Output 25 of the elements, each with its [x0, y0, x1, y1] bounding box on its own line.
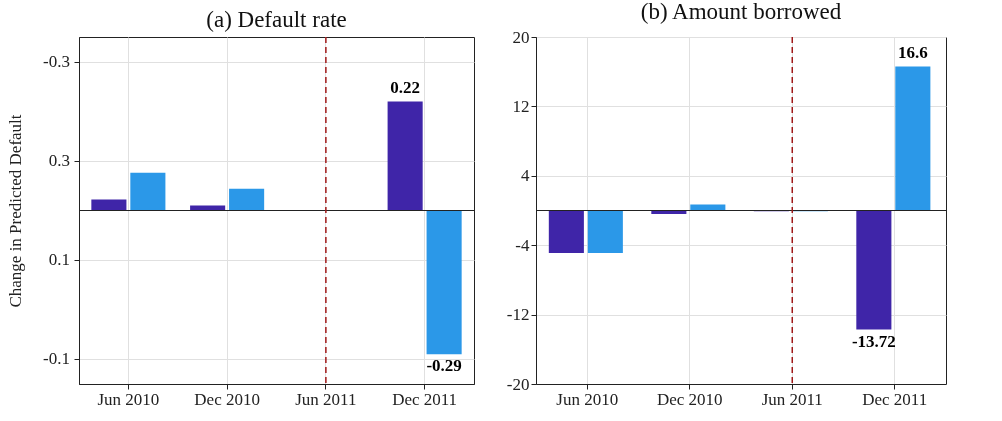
x-tick-label: Dec 2011 [862, 389, 928, 409]
x-tick-label: Jun 2010 [97, 389, 160, 409]
y-axis-title: Change in Predicted Default [5, 114, 25, 308]
data-label: -13.72 [851, 331, 896, 351]
text: -0.3 [43, 51, 70, 71]
x-tick-label: Jun 2010 [556, 389, 619, 409]
y-tick-label: -20 [506, 374, 530, 394]
y-tick-label: 12 [512, 96, 530, 116]
chart-title: (b) Amount borrowed [640, 0, 842, 24]
data-label: 16.6 [897, 43, 928, 63]
y-tick-label: 4 [521, 166, 530, 186]
x-tick-label: Dec 2010 [656, 389, 723, 409]
chart-title: (a) Default rate [206, 7, 347, 33]
x-tick-label: Dec 2011 [392, 389, 458, 409]
text: 0.1 [48, 250, 70, 270]
data-label: 0.22 [390, 78, 421, 98]
data-label: -0.29 [426, 356, 462, 376]
x-tick-label: Jun 2011 [295, 389, 357, 409]
text: -0.1 [43, 349, 70, 369]
y-tick-label: -12 [506, 305, 530, 325]
y-tick-label: 20 [512, 27, 530, 47]
text: 0.3 [48, 150, 70, 170]
x-tick-label: Dec 2010 [194, 389, 260, 409]
x-tick-label: Jun 2011 [761, 389, 823, 409]
y-tick-label: -4 [515, 235, 530, 255]
